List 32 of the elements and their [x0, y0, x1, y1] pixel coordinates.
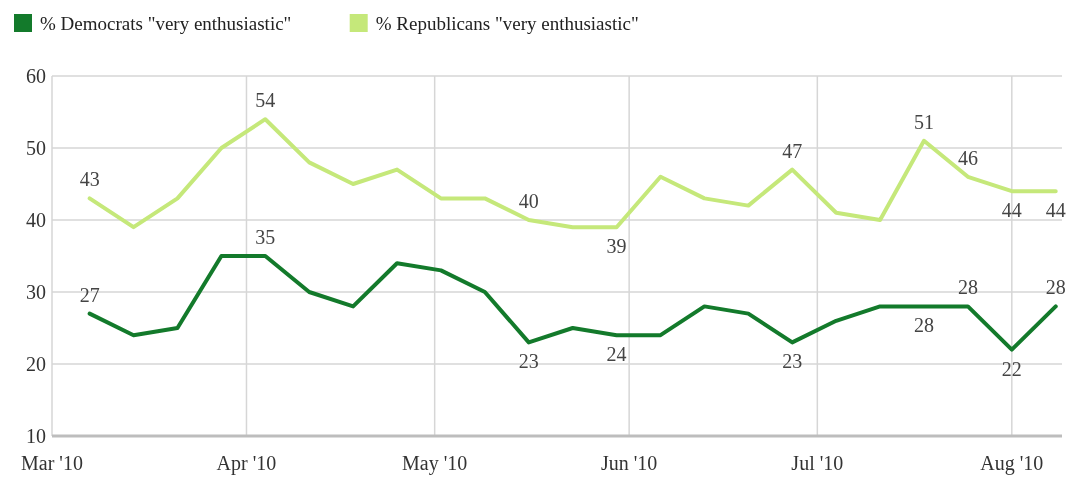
- data-label: 44: [1045, 199, 1066, 222]
- y-tick-label: 10: [26, 425, 46, 447]
- x-tick-label: Mar '10: [21, 452, 83, 474]
- data-label: 47: [782, 139, 803, 162]
- legend-label: % Republicans "very enthusiastic": [375, 13, 639, 34]
- y-tick-label: 20: [26, 353, 46, 375]
- data-label: 22: [1001, 357, 1022, 380]
- data-label: 40: [518, 190, 539, 212]
- data-label: 23: [518, 350, 539, 373]
- x-tick-label: Jul '10: [791, 452, 844, 474]
- data-label: 51: [913, 110, 934, 133]
- data-label: 44: [1001, 199, 1022, 222]
- data-label: 35: [255, 226, 276, 248]
- data-label: 28: [1045, 276, 1066, 299]
- data-label: 24: [606, 343, 627, 366]
- legend-label: % Democrats "very enthusiastic": [40, 13, 292, 34]
- data-label: 46: [957, 146, 978, 169]
- data-label: 39: [606, 235, 627, 258]
- data-label: 43: [79, 168, 100, 191]
- data-label: 23: [782, 350, 803, 373]
- x-tick-label: Aug '10: [980, 452, 1044, 475]
- x-tick-label: Apr '10: [216, 452, 277, 475]
- data-label: 54: [255, 89, 276, 112]
- y-tick-label: 30: [26, 281, 46, 303]
- y-tick-label: 40: [26, 209, 46, 231]
- y-tick-label: 50: [26, 137, 46, 159]
- data-label: 28: [913, 314, 934, 337]
- x-tick-label: May '10: [402, 452, 468, 475]
- data-label: 27: [79, 283, 100, 306]
- x-tick-label: Jun '10: [600, 452, 658, 474]
- y-tick-label: 60: [26, 65, 46, 87]
- data-label: 28: [957, 276, 978, 299]
